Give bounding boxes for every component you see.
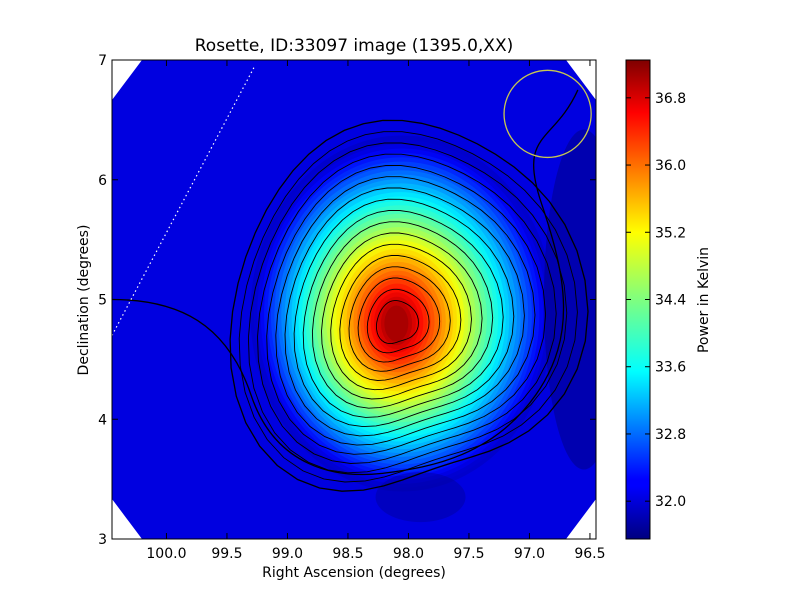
contour-line — [302, 210, 504, 418]
y-tick-label: 7 — [98, 53, 107, 69]
colorbar-tick-label: 35.2 — [655, 225, 686, 241]
contour-line — [357, 277, 441, 363]
contour-line-outer — [112, 89, 579, 476]
contour-line — [348, 266, 451, 372]
contour-line — [293, 198, 515, 428]
contour-line — [321, 232, 483, 400]
blank-corner — [566, 499, 596, 539]
plot-area — [111, 59, 597, 540]
colorbar-tick-label: 36.0 — [655, 158, 686, 174]
colorbar: 32.0 32.8 33.6 34.4 35.2 36.0 36.8 Power in Ke… — [625, 59, 712, 540]
y-tick-label: 5 — [98, 293, 107, 309]
contour-line — [330, 243, 472, 391]
colorbar-tick-label: 36.8 — [655, 91, 686, 107]
colorbar-tick-label: 32.8 — [655, 427, 686, 443]
heatmap-low-region — [375, 472, 466, 523]
x-tick-label: 96.5 — [574, 546, 605, 562]
x-tick-label: 99.5 — [211, 546, 242, 562]
x-axis-label: Right Ascension (degrees) — [262, 565, 446, 581]
contour-line — [339, 255, 462, 381]
x-tick-label: 99.0 — [272, 546, 303, 562]
y-tick-label: 4 — [98, 412, 107, 428]
contour-line — [311, 221, 494, 409]
contour-line — [238, 131, 578, 483]
blank-corner — [112, 499, 142, 539]
colorbar-tick-label: 34.4 — [655, 293, 686, 309]
blank-corners — [112, 60, 596, 539]
galactic-plane-line — [112, 65, 256, 336]
contour-line — [275, 176, 536, 446]
x-tick-label: 100.0 — [146, 546, 186, 562]
contour-line — [375, 300, 419, 345]
x-tick-label: 97.5 — [453, 546, 484, 562]
contour-line — [284, 187, 525, 437]
y-axis-label: Declination (degrees) — [76, 225, 92, 376]
contour-line — [257, 153, 557, 464]
contour-line — [366, 288, 430, 354]
y-axis: 3 4 5 6 7 — [98, 53, 596, 548]
contour-line — [247, 142, 568, 474]
x-tick-label: 98.0 — [393, 546, 424, 562]
blank-corner — [566, 60, 596, 100]
contour-line — [229, 119, 589, 492]
colorbar-label: Power in Kelvin — [696, 247, 712, 353]
contour-line — [266, 165, 547, 455]
colorbar-tick-label: 32.0 — [655, 494, 686, 510]
colorbar-ticks: 32.0 32.8 33.6 34.4 35.2 36.0 36.8 — [626, 91, 686, 510]
x-axis: 100.0 99.5 99.0 98.5 98.0 97.5 97.0 96.5 — [146, 60, 606, 562]
colorbar-tick-label: 33.6 — [655, 360, 686, 376]
blank-corner — [112, 60, 142, 100]
beam-circle — [503, 69, 592, 159]
heatmap-low-region — [543, 129, 596, 470]
y-tick-label: 3 — [98, 532, 107, 548]
contour-layer — [112, 89, 589, 492]
x-tick-label: 97.0 — [514, 546, 545, 562]
heatmap-level — [384, 305, 409, 342]
chart-title: Rosette, ID:33097 image (1395.0,XX) — [195, 36, 513, 56]
overlay-layer — [112, 65, 592, 336]
x-tick-label: 98.5 — [332, 546, 363, 562]
y-tick-label: 6 — [98, 173, 107, 189]
